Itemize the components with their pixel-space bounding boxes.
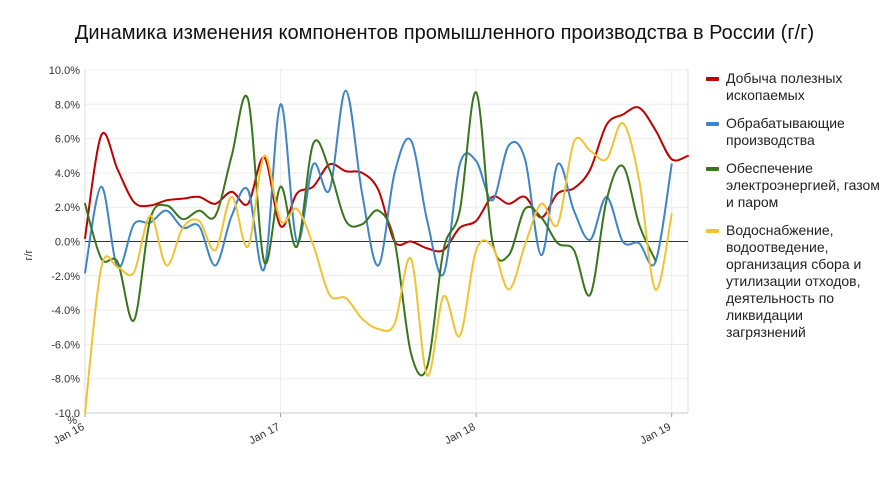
y-tick-label: 8.0% — [55, 99, 80, 111]
y-tick-label: -2.0% — [51, 271, 80, 283]
y-axis-title: г/г — [23, 249, 35, 260]
legend-swatch — [706, 229, 719, 233]
chart-title: Динамика изменения компонентов промышлен… — [74, 22, 815, 44]
y-axis-unit: % — [67, 415, 77, 427]
y-tick-label: -4.0% — [51, 305, 80, 317]
series-layer — [84, 89, 689, 414]
series-line-3 — [84, 91, 657, 377]
y-tick-label: 0.0% — [55, 237, 80, 249]
y-tick-label: -6.0% — [51, 339, 80, 351]
legend-label: Водоснабжение, водоотведение, организаци… — [726, 222, 862, 340]
legend-label: Обрабатывающие производства — [726, 115, 845, 148]
y-tick-label: -8.0% — [51, 374, 80, 386]
legend-item-2[interactable]: Обрабатывающие производства — [706, 115, 886, 149]
legend-swatch — [706, 167, 719, 171]
x-tick-label: Jan 18 — [443, 421, 478, 447]
y-tick-label: 2.0% — [55, 202, 80, 214]
legend-label: Добыча полезных ископаемых — [726, 70, 843, 103]
y-tick-label: 10.0% — [49, 65, 80, 77]
legend-item-4[interactable]: Водоснабжение, водоотведение, организаци… — [706, 222, 886, 341]
y-tick-label: 6.0% — [55, 134, 80, 146]
x-tick-label: Jan 17 — [247, 421, 282, 447]
legend-swatch — [706, 122, 719, 126]
series-line-4 — [84, 122, 673, 414]
legend-item-3[interactable]: Обеспечение электроэнергией, газом и пар… — [706, 160, 886, 211]
x-tick-label: Jan 19 — [638, 421, 673, 447]
series-line-2 — [84, 89, 673, 277]
legend-label: Обеспечение электроэнергией, газом и пар… — [726, 160, 880, 210]
legend-swatch — [706, 77, 719, 81]
legend: Добыча полезных ископаемых Обрабатывающие… — [706, 70, 886, 352]
series-line-1 — [84, 106, 689, 253]
y-tick-label: 4.0% — [55, 168, 80, 180]
y-tick-label: -10.0 — [55, 408, 80, 420]
legend-item-1[interactable]: Добыча полезных ископаемых — [706, 70, 886, 104]
